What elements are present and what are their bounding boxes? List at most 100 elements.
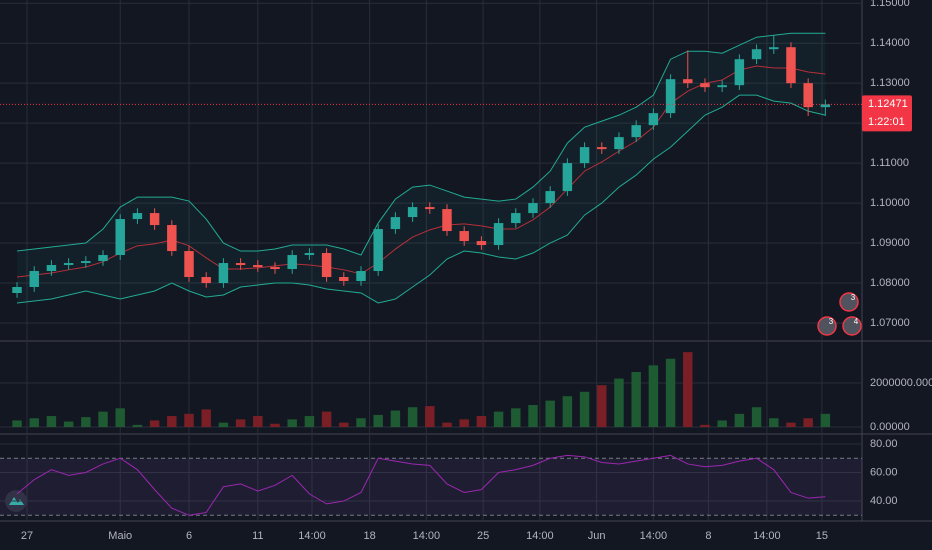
volume-bar [631,371,641,428]
volume-bar [751,407,762,428]
candle-body [218,263,229,284]
candle-body [562,163,573,192]
candle-body [631,125,641,138]
candle-body [98,255,108,262]
rsi-line [16,454,826,516]
volume-bar [562,396,573,428]
volume-bar [46,416,57,428]
candle-body [201,277,211,284]
candle-body [46,265,57,272]
y-tick-label: 0.00000 [870,421,910,433]
volume-bar [218,422,229,428]
y-tick-label: 2000000.00000 [870,377,932,389]
volume-bar [476,416,487,428]
candle-body [321,253,332,278]
candle-body [425,207,435,210]
candle-body [786,47,796,84]
candle-body [683,79,693,84]
candle-body [597,147,607,150]
y-tick-label: 1.10000 [870,197,910,209]
volume-bar [425,406,435,428]
candle-body [407,207,418,218]
candle-body [81,261,91,264]
candle-body [235,263,246,266]
x-tick-label: 15 [816,530,828,542]
x-tick-label: Maio [108,530,132,542]
volume-bar [597,385,607,428]
y-tick-label: 1.14000 [870,37,910,49]
x-tick-label: 14:00 [298,530,326,542]
volume-bar [769,418,779,428]
candle-body [665,79,676,114]
candle-body [339,277,349,282]
y-tick-label: 1.15000 [870,0,910,9]
volume-bar [98,411,108,428]
candle-body [253,265,263,268]
candle-body [545,191,555,204]
bollinger-upper [16,32,826,256]
volume-bar [683,352,693,428]
candle-body [769,47,779,50]
volume-bar [201,409,211,428]
candle-body [751,49,762,60]
x-tick-label: 14:00 [526,530,554,542]
volume-bar [184,413,194,428]
y-tick-label: 40.00 [870,495,898,507]
event-count: 3 [851,293,856,302]
candle-body [184,251,194,278]
volume-bar [528,405,538,428]
volume-bar [115,408,125,428]
volume-bar [321,411,332,428]
rsi-band [0,458,862,516]
bollinger-fill [17,33,826,303]
volume-bar [63,421,74,428]
event-count: 4 [854,317,859,326]
candle-body [734,59,745,86]
candle-body [820,104,831,108]
x-tick-label: 8 [705,530,711,542]
event-count: 3 [829,317,834,326]
event-badge[interactable] [842,316,862,336]
y-tick-label: 80.00 [870,438,898,450]
candle-body [648,113,659,126]
y-tick-label: 60.00 [870,466,898,478]
volume-bar [287,419,297,428]
last-price-box [862,95,912,132]
bollinger-lower [16,94,826,304]
volume-bar [786,422,796,428]
candle-body [12,287,22,293]
volume-bar [132,424,143,428]
x-tick-label: 25 [477,530,489,542]
candle-body [493,223,504,246]
volume-bar [356,418,366,428]
volume-bar [545,400,555,428]
volume-bar [253,416,263,428]
bollinger-middle [16,65,826,278]
candle-body [63,263,74,266]
x-tick-label: 6 [186,530,192,542]
volume-bar [373,414,383,428]
volume-bar [700,424,710,428]
candle-body [528,203,538,214]
event-badge[interactable] [839,292,859,312]
y-tick-label: 1.11000 [870,157,909,169]
candle-body [115,219,125,256]
volume-bar [12,420,22,428]
y-tick-label: 1.09000 [870,237,910,249]
volume-bar [390,410,401,428]
volume-bar [614,378,624,428]
candle-body [373,229,383,272]
event-badge[interactable] [817,316,837,336]
volume-bar [442,422,452,428]
candle-body [476,241,487,246]
x-tick-label: 18 [363,530,375,542]
candle-body [700,83,710,88]
candle-body [803,83,813,108]
volume-bar [803,418,813,428]
x-tick-label: 27 [21,530,33,542]
candle-body [356,271,366,282]
candle-body [304,253,315,256]
volume-bar [235,419,246,428]
candle-body [717,85,727,88]
volume-bar [579,391,590,428]
